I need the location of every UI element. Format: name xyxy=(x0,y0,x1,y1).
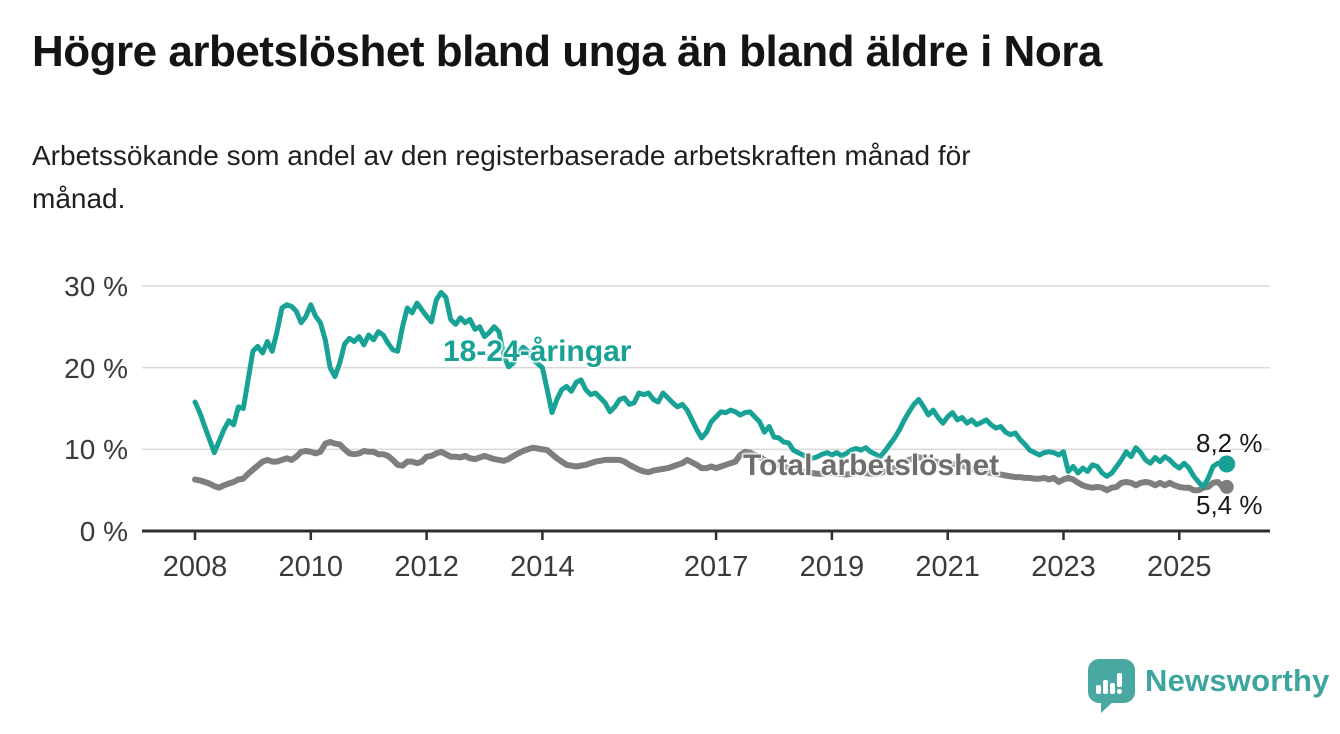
y-axis-label: 0 % xyxy=(79,516,128,547)
y-axis-label: 30 % xyxy=(64,270,128,302)
subtitle-line-2: månad. xyxy=(32,183,126,214)
youth-latest-value-label: 8,2 % xyxy=(1196,428,1263,458)
speech-bubble-tail-icon xyxy=(1101,700,1115,713)
page-title: Högre arbetslöshet bland unga än bland ä… xyxy=(32,27,1102,76)
youth-end-dot xyxy=(1218,455,1236,473)
x-axis-label: 2012 xyxy=(394,551,459,583)
x-axis-label: 2017 xyxy=(683,551,749,583)
newsworthy-logo-icon xyxy=(1088,659,1135,713)
youth-series-label: 18-24-åringar xyxy=(443,335,632,368)
x-axis-label: 2008 xyxy=(162,551,228,583)
x-axis-label: 2025 xyxy=(1147,551,1212,583)
total-end-dot xyxy=(1219,479,1234,494)
total-line xyxy=(192,439,1226,494)
subtitle-line-1: Arbetssökande som andel av den registerb… xyxy=(32,140,971,171)
bar-chart-icon xyxy=(1096,685,1101,694)
x-axis-label: 2010 xyxy=(278,551,344,583)
chart-subtitle: Arbetssökande som andel av den registerb… xyxy=(32,134,1272,220)
newsworthy-wordmark: Newsworthy xyxy=(1145,663,1330,698)
exclamation-icon xyxy=(1117,673,1122,687)
total-series-label: Total arbetslöshet xyxy=(743,449,1000,482)
x-axis-label: 2021 xyxy=(915,551,980,583)
x-axis-label: 2019 xyxy=(799,551,865,583)
y-axis-label: 20 % xyxy=(64,352,128,384)
y-axis-label: 10 % xyxy=(64,434,128,466)
youth-line xyxy=(192,290,1226,490)
x-axis-label: 2023 xyxy=(1031,551,1096,583)
total-latest-value-label: 5,4 % xyxy=(1196,490,1263,520)
newsworthy-logo: Newsworthy xyxy=(1088,659,1330,717)
x-axis-label: 2014 xyxy=(510,551,575,583)
